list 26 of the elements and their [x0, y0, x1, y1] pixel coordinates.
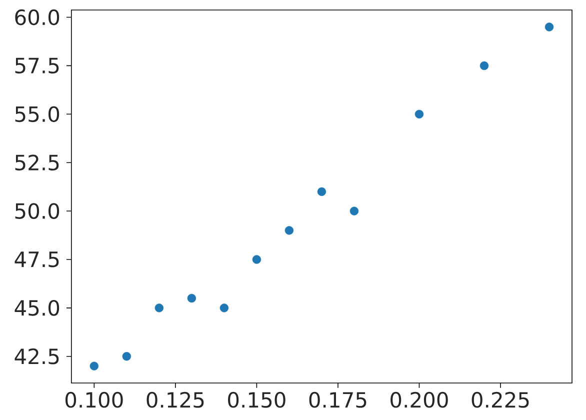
x-tick-label: 0.100 [65, 392, 123, 408]
y-tick-label: 47.5 [14, 252, 59, 268]
point [90, 362, 99, 370]
point [154, 304, 164, 312]
point [187, 294, 196, 303]
x-tick-label: 0.175 [309, 392, 366, 408]
x-tick-label: 0.200 [390, 392, 448, 408]
point [220, 304, 229, 312]
y-tick-label: 52.5 [15, 154, 59, 171]
x-tick-label: 0.150 [228, 392, 286, 408]
x-tick-label: 0.125 [146, 392, 204, 408]
point [480, 61, 489, 70]
y-tick-label: 55.0 [15, 106, 60, 122]
y-tick-label: 45.0 [14, 300, 60, 316]
point [122, 352, 132, 361]
point [317, 187, 326, 196]
y-tick-label: 50.0 [15, 203, 60, 219]
y-tick-label: 42.5 [14, 348, 59, 364]
point [284, 226, 294, 235]
y-tick-label: 60.0 [15, 9, 60, 26]
x-tick-label: 0.225 [472, 392, 529, 408]
point [350, 206, 359, 216]
point [544, 22, 554, 32]
point [252, 255, 262, 264]
y-tick-label: 57.5 [15, 58, 59, 74]
point [414, 110, 424, 118]
